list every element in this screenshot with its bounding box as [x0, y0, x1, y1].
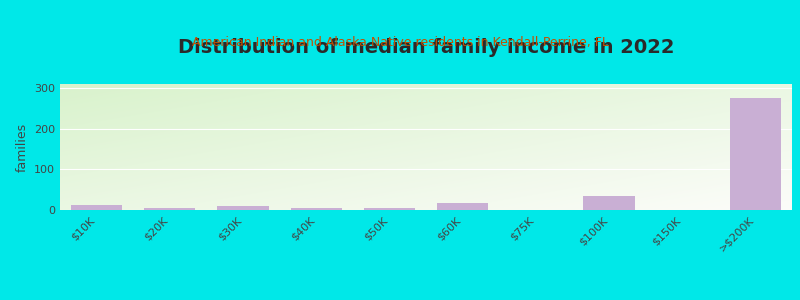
Bar [730, 98, 781, 210]
Bar [71, 205, 122, 210]
Bar [437, 203, 488, 210]
Text: American Indian and Alaska Native residents in Kendall-Perrine, FL: American Indian and Alaska Native reside… [191, 36, 609, 49]
Bar [218, 206, 269, 210]
Bar [364, 208, 415, 210]
Bar [290, 208, 342, 210]
Bar [144, 208, 195, 210]
Bar [583, 196, 634, 210]
Y-axis label: families: families [15, 122, 29, 172]
Title: Distribution of median family income in 2022: Distribution of median family income in … [178, 38, 674, 57]
